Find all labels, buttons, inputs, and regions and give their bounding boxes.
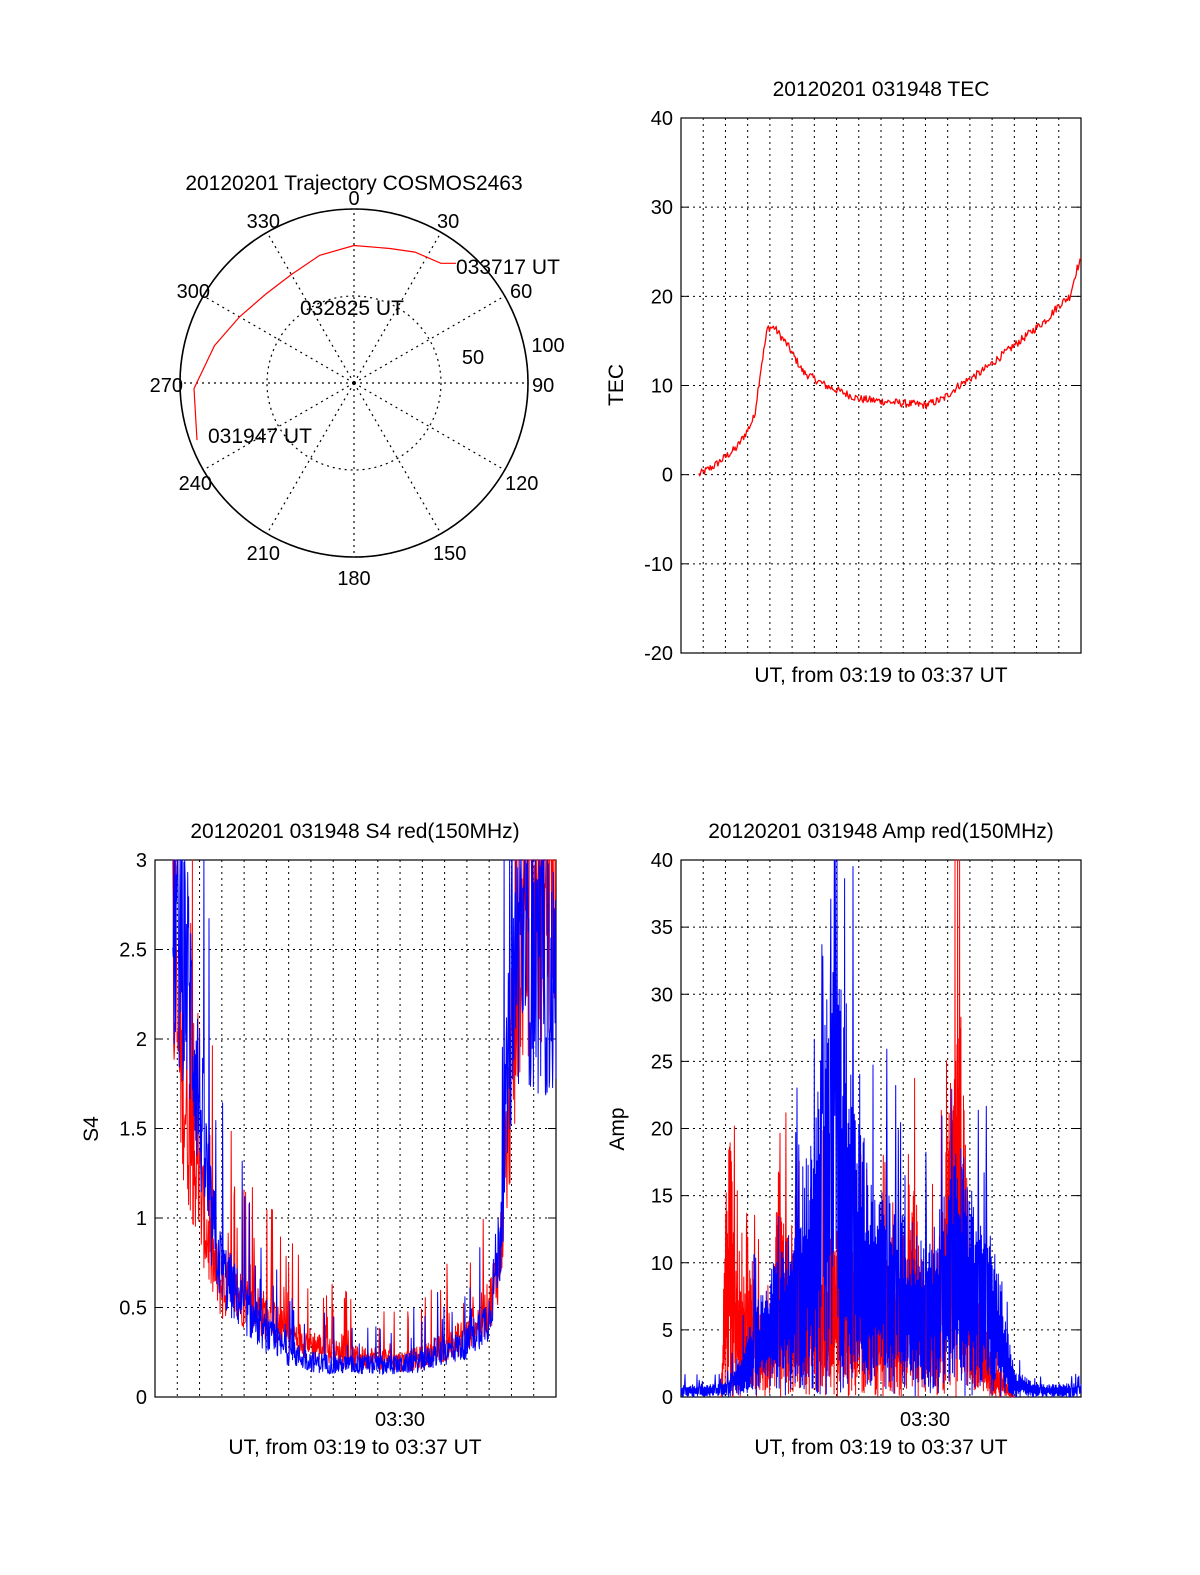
amp-y-label: Amp xyxy=(606,1107,629,1150)
polar-spoke-240 xyxy=(203,382,355,471)
polar-azimuth-label-120: 120 xyxy=(505,473,538,495)
polar-azimuth-label-300: 300 xyxy=(177,281,210,303)
s4-ytick-label-0: 0 xyxy=(136,1387,147,1409)
tec-chart: 20120201 031948 TEC -20 -10 0 10 20 30 40 UT, … xyxy=(605,78,1082,687)
s4-ytick-label-1: 0.5 xyxy=(119,1298,147,1320)
amp-ytick-label-5: 25 xyxy=(651,1051,673,1073)
polar-spoke-150 xyxy=(353,382,442,534)
amp-ytick-label-6: 30 xyxy=(651,984,673,1006)
amp-ytick-label-2: 10 xyxy=(651,1253,673,1275)
tec-ytick-label-1: -10 xyxy=(644,554,673,576)
s4-ytick-label-2: 1 xyxy=(136,1208,147,1230)
polar-azimuth-label-150: 150 xyxy=(433,543,466,565)
polar-spoke-60 xyxy=(353,295,505,384)
trajectory-mid-label: 032825 UT xyxy=(300,297,404,320)
polar-spoke-300 xyxy=(203,295,355,384)
trajectory-end-label: 033717 UT xyxy=(456,256,560,279)
s4-chart: 20120201 031948 S4 red(150MHz) 0 0.5 1 1.5 2… xyxy=(80,820,557,1459)
tec-ytick-label-6: 40 xyxy=(651,108,673,130)
s4-chart-title: 20120201 031948 S4 red(150MHz) xyxy=(190,820,519,843)
tec-chart-title: 20120201 031948 TEC xyxy=(773,78,990,101)
s4-series-red xyxy=(172,859,557,1373)
s4-ytick-label-3: 1.5 xyxy=(119,1119,147,1141)
polar-spoke-210 xyxy=(266,382,355,534)
s4-x-label: UT, from 03:19 to 03:37 UT xyxy=(228,1436,481,1459)
s4-series-blue xyxy=(172,859,557,1375)
s4-ytick-label-5: 2.5 xyxy=(119,940,147,962)
s4-ytick-label-4: 2 xyxy=(136,1029,147,1051)
s4-x-tick-label: 03:30 xyxy=(375,1409,425,1431)
amp-chart: 20120201 031948 Amp red(150MHz) 0 5 10 15 20… xyxy=(606,820,1082,1459)
s4-series xyxy=(172,859,557,1375)
s4-grid xyxy=(155,860,556,1397)
tec-x-label: UT, from 03:19 to 03:37 UT xyxy=(754,664,1007,687)
polar-ring-100 xyxy=(179,208,529,558)
tec-series-red xyxy=(698,257,1082,477)
amp-ytick-label-3: 15 xyxy=(651,1186,673,1208)
polar-azimuth-label-180: 180 xyxy=(337,568,370,590)
tec-y-ticks: -20 -10 0 10 20 30 40 xyxy=(644,108,1081,665)
polar-azimuth-label-240: 240 xyxy=(179,473,212,495)
amp-ytick-label-1: 5 xyxy=(662,1320,673,1342)
amp-x-label: UT, from 03:19 to 03:37 UT xyxy=(754,1436,1007,1459)
amp-ytick-label-8: 40 xyxy=(651,850,673,872)
amp-ytick-label-0: 0 xyxy=(662,1387,673,1409)
tec-ytick-label-4: 20 xyxy=(651,286,673,308)
polar-spoke-120 xyxy=(353,382,505,471)
amp-ytick-label-7: 35 xyxy=(651,917,673,939)
polar-azimuth-labels: 0 30 60 90 120 150 180 210 240 270 300 330 xyxy=(150,188,555,590)
polar-ring-labels: 50 100 xyxy=(462,335,565,369)
polar-ring-50 xyxy=(266,295,442,471)
tec-grid xyxy=(681,118,1081,653)
polar-azimuth-label-210: 210 xyxy=(247,543,280,565)
tec-ytick-label-2: 0 xyxy=(662,465,673,487)
amp-y-ticks: 0 5 10 15 20 25 30 35 40 xyxy=(651,850,1081,1409)
s4-y-label: S4 xyxy=(80,1116,103,1142)
polar-ring-label-100: 100 xyxy=(531,335,564,357)
amp-series-blue xyxy=(680,859,1082,1398)
tec-ytick-label-3: 10 xyxy=(651,376,673,398)
tec-ytick-label-0: -20 xyxy=(644,643,673,665)
tec-y-label: TEC xyxy=(605,364,628,406)
amp-chart-title: 20120201 031948 Amp red(150MHz) xyxy=(708,820,1054,843)
polar-azimuth-label-60: 60 xyxy=(510,281,532,303)
s4-ytick-label-6: 3 xyxy=(136,850,147,872)
polar-trajectory-plot: 20120201 Trajectory COSMOS2463 0 30 60 90 12… xyxy=(150,172,565,590)
amp-ytick-label-4: 20 xyxy=(651,1119,673,1141)
polar-azimuth-label-30: 30 xyxy=(437,211,459,233)
amp-series xyxy=(680,859,1082,1398)
polar-grid xyxy=(179,208,529,558)
tec-series xyxy=(698,257,1082,477)
polar-spoke-330 xyxy=(266,232,355,384)
trajectory-track xyxy=(193,244,456,441)
amp-x-tick-label: 03:30 xyxy=(900,1409,950,1431)
polar-ring-label-50: 50 xyxy=(462,347,484,369)
polar-azimuth-label-90: 90 xyxy=(532,375,554,397)
s4-y-ticks: 0 0.5 1 1.5 2 2.5 3 xyxy=(119,850,556,1409)
polar-azimuth-label-330: 330 xyxy=(247,211,280,233)
polar-title: 20120201 Trajectory COSMOS2463 xyxy=(185,172,522,195)
polar-azimuth-label-0: 0 xyxy=(348,188,359,210)
trajectory-start-label: 031947 UT xyxy=(208,425,312,448)
tec-ytick-label-5: 30 xyxy=(651,197,673,219)
polar-azimuth-label-270: 270 xyxy=(150,375,183,397)
